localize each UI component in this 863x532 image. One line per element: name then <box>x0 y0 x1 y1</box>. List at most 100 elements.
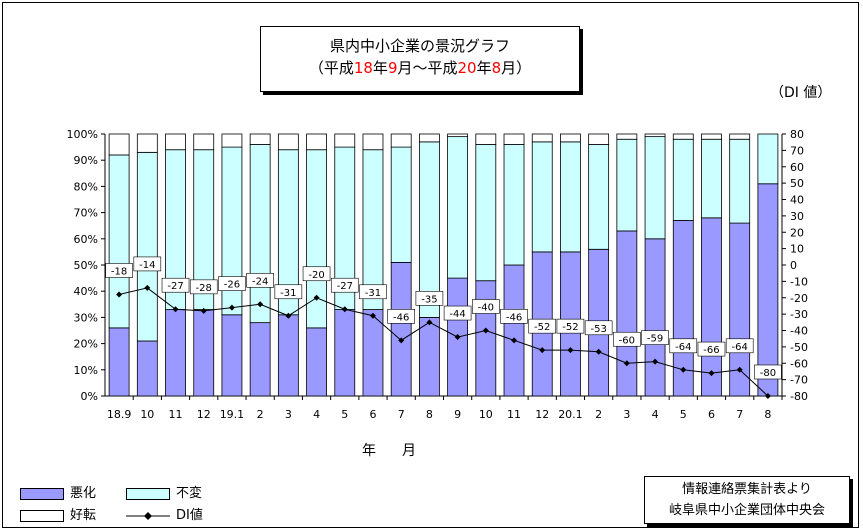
x-tick-label: 12 <box>535 408 549 421</box>
bar-good <box>560 133 581 143</box>
legend-label-good: 好転 <box>70 508 97 523</box>
bar-good <box>588 133 610 145</box>
di-label: -24 <box>252 276 268 287</box>
legend-swatch-bad <box>20 487 64 500</box>
di-label: -52 <box>562 322 578 333</box>
left-tick-label: 0% <box>81 390 98 403</box>
di-label-box <box>528 318 557 334</box>
legend-item-di: DI値 <box>126 508 203 524</box>
x-tick-label: 4 <box>652 408 659 421</box>
x-tick-label: 11 <box>507 408 521 421</box>
x-tick-label: 7 <box>736 408 743 421</box>
bar-good <box>672 133 694 140</box>
di-label: -18 <box>111 266 127 277</box>
chart-subtitle: （平成18年9月〜平成20年8月） <box>261 57 579 79</box>
di-point <box>680 366 687 373</box>
di-label-box <box>641 330 669 345</box>
di-label-box <box>669 338 698 354</box>
left-tick-label: 20% <box>74 338 98 351</box>
bar-good <box>249 133 271 145</box>
bar-same <box>136 151 158 342</box>
right-tick-label: 70 <box>790 144 804 157</box>
di-label: -26 <box>224 280 240 291</box>
bar-same <box>249 144 271 324</box>
bar-bad <box>418 316 440 397</box>
source-line-2: 岐阜県中小企業団体中央会 <box>668 503 825 518</box>
di-point <box>285 312 292 319</box>
di-label-box <box>105 263 133 278</box>
bar-same <box>390 146 412 263</box>
bar-bad <box>108 327 130 397</box>
di-label-box <box>697 341 726 357</box>
bar-bad <box>136 340 158 397</box>
right-tick-label: -70 <box>790 374 808 387</box>
di-point <box>341 306 348 313</box>
bar-good <box>418 133 440 143</box>
subtitle-part: 8 <box>491 59 502 77</box>
right-tick-label: 60 <box>790 161 804 174</box>
di-label-box <box>133 256 162 272</box>
x-tick-label: 6 <box>708 408 715 421</box>
bar-good <box>701 133 722 140</box>
subtitle-part: 20 <box>457 59 477 77</box>
di-label: -53 <box>590 324 606 335</box>
legend-label-bad: 悪化 <box>70 486 97 501</box>
bar-good <box>616 133 638 140</box>
di-label-box <box>387 309 415 324</box>
subtitle-part: 年 <box>476 59 492 77</box>
subtitle-part: 月） <box>501 59 532 77</box>
di-label: -14 <box>139 260 155 271</box>
di-point <box>116 291 123 298</box>
left-tick-label: 90% <box>74 154 98 167</box>
legend-swatch-same <box>126 487 170 500</box>
bar-good <box>531 133 553 143</box>
x-tick-label: 18.9 <box>107 408 132 421</box>
subtitle-part: 年 <box>372 59 388 77</box>
x-tick-label: 8 <box>764 408 771 421</box>
x-tick-label: 12 <box>197 408 211 421</box>
bar-same <box>560 141 581 253</box>
di-point <box>144 284 151 291</box>
bar-bad <box>193 309 215 397</box>
di-point <box>369 312 376 319</box>
di-label: -28 <box>196 283 212 294</box>
bar-good <box>475 133 497 145</box>
right-tick-label: 0 <box>790 259 797 272</box>
left-tick-label: 60% <box>74 233 98 246</box>
bar-same <box>701 138 722 219</box>
bar-same <box>644 136 666 240</box>
di-point <box>567 347 574 354</box>
x-tick-label: 5 <box>680 408 687 421</box>
left-tick-label: 40% <box>74 285 98 298</box>
di-point <box>257 301 264 308</box>
bar-same <box>588 144 610 250</box>
right-tick-label: -10 <box>790 275 808 288</box>
x-tick-label: 5 <box>341 408 348 421</box>
source-line-1: 情報連絡票集計表より <box>682 482 812 497</box>
di-label: -52 <box>534 322 550 333</box>
di-label: -31 <box>365 288 381 299</box>
di-point <box>539 347 546 354</box>
legend-label-di: DI値 <box>176 508 203 523</box>
bar-bad <box>277 314 299 397</box>
bar-bad <box>701 217 722 397</box>
bar-good <box>447 133 469 138</box>
x-tick-label: 19.1 <box>220 408 245 421</box>
x-tick-label: 8 <box>426 408 433 421</box>
subtitle-part: 月〜平成 <box>397 59 458 77</box>
bar-bad <box>503 264 525 397</box>
di-label: -46 <box>506 312 522 323</box>
bar-bad <box>616 230 638 397</box>
di-label-box <box>330 277 359 293</box>
bar-same <box>306 149 327 329</box>
di-label-box <box>161 277 190 293</box>
bar-bad <box>221 314 243 397</box>
x-tick-label: 2 <box>595 408 602 421</box>
x-tick-label: 3 <box>623 408 630 421</box>
bar-same <box>531 141 553 253</box>
di-point <box>200 307 207 314</box>
bar-bad <box>165 309 186 397</box>
bar-bad <box>390 261 412 397</box>
